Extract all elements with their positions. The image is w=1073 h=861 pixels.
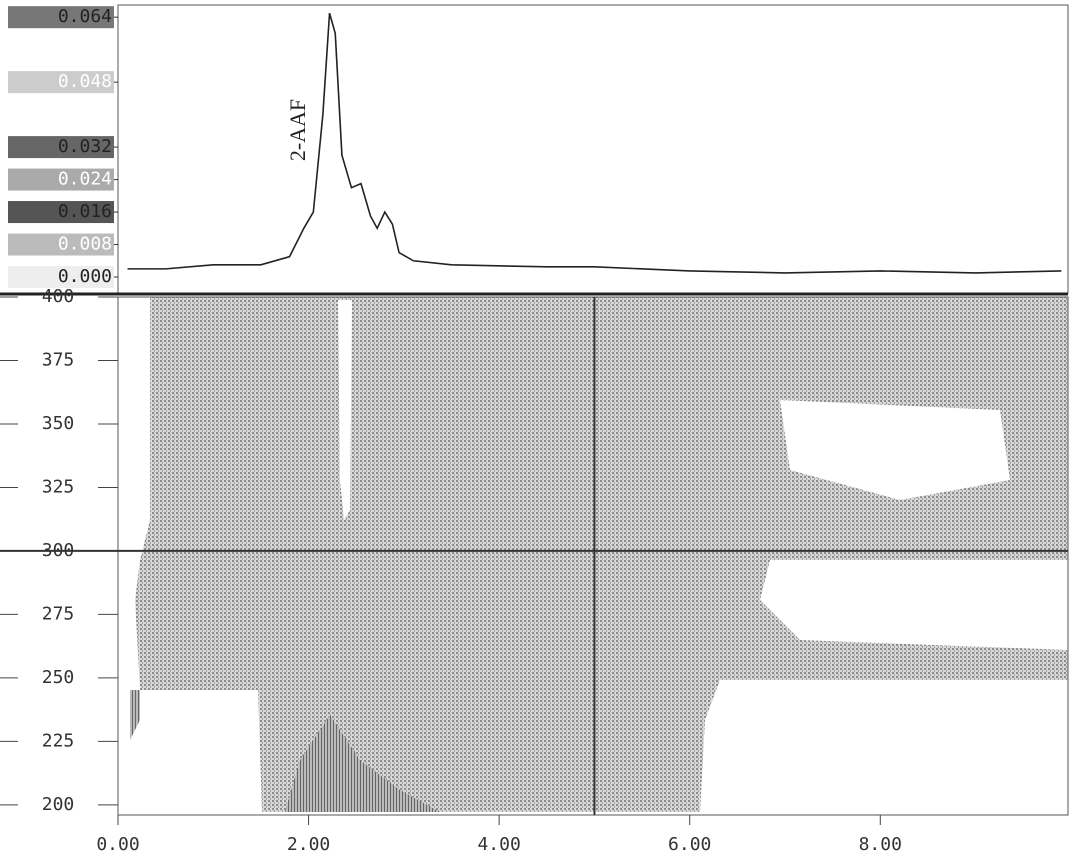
y-tick-label: 200 [42, 794, 75, 815]
y-tick-label: 375 [42, 349, 75, 370]
peak-annotation: 2-AAF [285, 99, 310, 161]
intensity-map [130, 297, 1068, 812]
color-key-box [8, 233, 114, 256]
y-tick-label: 0.048 [58, 71, 112, 92]
y-tick-label: 350 [42, 413, 75, 434]
y-tick-label: 400 [42, 286, 75, 307]
color-key-box [8, 6, 114, 29]
y-tick-label: 325 [42, 476, 75, 497]
y-tick-label: 0.064 [58, 6, 112, 27]
y-tick-label: 250 [42, 667, 75, 688]
y-tick-label: 0.032 [58, 136, 112, 157]
color-key-box [8, 168, 114, 191]
x-tick-label: 6.00 [668, 834, 711, 855]
color-key-box [8, 266, 114, 288]
upper-frame [117, 4, 1069, 294]
color-key-box [8, 71, 114, 94]
y-tick-label: 0.008 [58, 234, 112, 255]
chromatogram-line [127, 12, 1062, 274]
y-tick-label: 0.016 [58, 201, 112, 222]
color-key-box [8, 136, 114, 159]
x-tick-label: 0.00 [96, 834, 139, 855]
y-tick-label: 0.024 [58, 169, 112, 190]
y-tick-label: 0.000 [58, 266, 112, 287]
y-tick-label: 225 [42, 730, 75, 751]
lower-frame [117, 296, 1069, 816]
x-tick-label: 2.00 [287, 834, 330, 855]
x-tick-label: 8.00 [859, 834, 902, 855]
y-tick-label: 275 [42, 603, 75, 624]
color-key-box [8, 201, 114, 224]
x-tick-label: 4.00 [477, 834, 520, 855]
